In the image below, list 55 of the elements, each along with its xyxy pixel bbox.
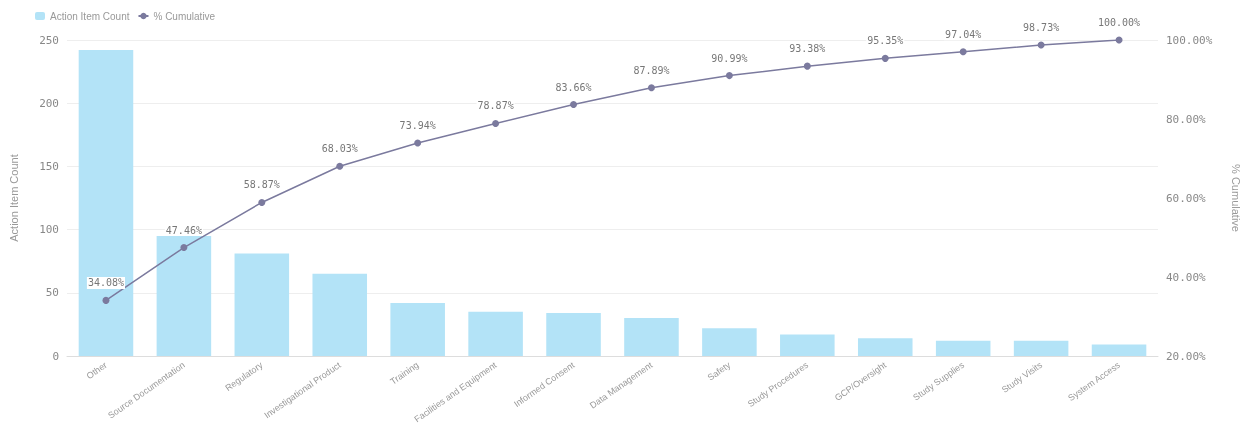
point [336, 162, 344, 170]
y-axis-title: Action Item Count [7, 154, 20, 242]
data-label: 68.03% [321, 143, 358, 155]
point [803, 62, 811, 70]
point [959, 48, 967, 56]
data-label: 47.46% [165, 224, 202, 236]
y-tick-label: 200 [39, 96, 59, 110]
data-label: 100.00% [1097, 17, 1141, 28]
y2-tick-label: 80.00% [1166, 112, 1207, 126]
bar [312, 273, 368, 356]
point [180, 244, 188, 252]
bar [1013, 340, 1069, 356]
y-tick-label: 50 [45, 286, 59, 300]
data-label: 93.38% [789, 43, 826, 55]
point [414, 139, 422, 147]
y-tick-label: 150 [39, 159, 59, 173]
bar [624, 318, 679, 356]
point [881, 54, 889, 62]
data-label: 90.99% [711, 52, 748, 64]
y-tick-label: 250 [39, 33, 59, 47]
bar [468, 311, 523, 356]
data-label: 34.08% [87, 277, 125, 289]
y2-tick-label: 20.00% [1166, 349, 1207, 363]
data-label: 78.87% [477, 100, 514, 112]
data-label: 83.66% [555, 81, 592, 93]
data-label: 97.04% [945, 28, 982, 40]
bar [156, 235, 212, 356]
legend-label: % Cumulative [153, 10, 216, 22]
y2-tick-label: 100.00% [1166, 33, 1213, 47]
point [570, 101, 578, 109]
bar [546, 313, 601, 356]
bar [857, 338, 913, 356]
point [725, 72, 733, 80]
bar [780, 334, 835, 356]
y-tick-label: 100 [39, 223, 59, 237]
point [492, 119, 500, 127]
bar [390, 302, 445, 356]
y-tick-label: 0 [52, 349, 59, 363]
point [647, 84, 655, 92]
bar [78, 50, 134, 356]
y2-axis-title: % Cumulative [1229, 164, 1242, 232]
legend-label: Action Item Count [50, 10, 130, 22]
bar [234, 253, 290, 356]
y2-tick-label: 40.00% [1166, 270, 1207, 284]
data-label: 73.94% [399, 119, 436, 131]
bar [702, 328, 757, 356]
point [102, 296, 110, 304]
data-label: 95.35% [867, 35, 904, 47]
data-label: 98.73% [1023, 22, 1060, 34]
bar [935, 340, 991, 356]
data-label: 87.89% [633, 64, 670, 76]
y2-tick-label: 60.00% [1166, 191, 1207, 205]
bar [1091, 344, 1147, 356]
point [258, 198, 266, 206]
data-label: 58.87% [243, 179, 280, 191]
